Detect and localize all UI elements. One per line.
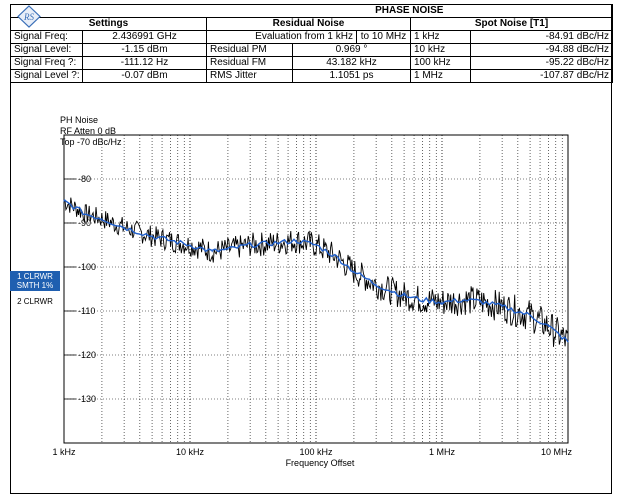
trace-info: PH Noise RF Atten 0 dB Top -70 dBc/Hz — [60, 115, 122, 148]
analyzer-screen — [10, 4, 612, 494]
trace1-data-point — [421, 299, 424, 301]
trace1-mode: 1 CLRWR — [17, 272, 53, 281]
x-tick-label: 10 kHz — [176, 447, 205, 457]
y-tick-label: -130 — [78, 394, 96, 404]
trace1-data-point — [501, 306, 503, 308]
measurement-header-table: PHASE NOISE Settings Residual Noise Spot… — [10, 4, 614, 83]
spot-value: -107.87 dBc/Hz — [469, 69, 614, 83]
x-axis-label: Frequency Offset — [286, 458, 355, 468]
y-tick-label: -80 — [78, 174, 91, 184]
y-tick-label: -120 — [78, 350, 96, 360]
svg-text:RS: RS — [23, 12, 34, 22]
trace1-data-point — [151, 235, 153, 237]
trace1-data-point — [249, 244, 251, 246]
trace1-data-point — [391, 290, 393, 292]
x-tick-label: 100 kHz — [299, 447, 333, 457]
trace-info-top: Top -70 dBc/Hz — [60, 137, 122, 147]
trace1-data-point — [463, 299, 465, 301]
trace1-data-point — [567, 341, 569, 343]
x-tick-label: 1 MHz — [429, 447, 456, 457]
trace1-data-point — [123, 226, 125, 228]
trace1-label[interactable]: 1 CLRWR SMTH 1% — [10, 271, 60, 291]
trace1-data-point — [547, 325, 550, 327]
trace1-data-point — [85, 213, 87, 215]
trace2-label[interactable]: 2 CLRWR — [17, 297, 53, 306]
y-tick-label: -110 — [78, 306, 95, 316]
trace2-raw-line — [63, 197, 569, 347]
trace1-data-point — [479, 300, 481, 302]
x-tick-label: 1 kHz — [52, 447, 76, 457]
trace1-data-point — [375, 284, 377, 286]
trace1-data-point — [189, 244, 191, 246]
trace1-data-point — [295, 240, 298, 242]
trace1-data-point — [315, 244, 317, 246]
trace1-data-point — [337, 257, 339, 259]
trace1-data-point — [529, 314, 531, 316]
trace1-data-point — [403, 295, 405, 297]
x-tick-label: 10 MHz — [541, 447, 573, 457]
trace1-data-point — [169, 240, 172, 242]
trace1-data-point — [441, 301, 443, 303]
y-tick-label: -100 — [78, 262, 96, 272]
trace1-data-point — [101, 218, 103, 220]
trace-info-atten: RF Atten 0 dB — [60, 126, 117, 136]
trace1-data-point — [227, 248, 229, 250]
spot-offset: 1 MHz — [410, 69, 471, 83]
trace1-data-point — [63, 200, 65, 202]
trace-info-mode: PH Noise — [60, 115, 99, 125]
y-tick-label: -90 — [78, 218, 91, 228]
settings-label: Signal Level ?: — [10, 69, 83, 83]
trace1-smoothing: SMTH 1% — [16, 281, 54, 290]
trace1-data-point — [211, 251, 213, 253]
trace1-data-point — [277, 242, 279, 244]
brand-logo-icon: RS — [17, 5, 41, 28]
trace1-data-point — [353, 270, 355, 272]
